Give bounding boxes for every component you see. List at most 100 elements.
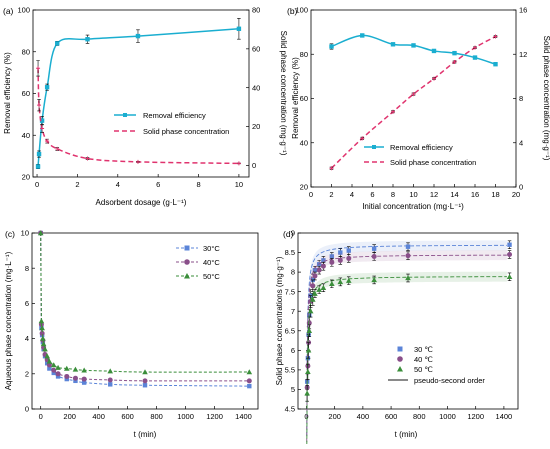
- panel-c-legend-label-2: 50°C: [203, 272, 220, 281]
- panel-b-series-0-point-5: [452, 50, 457, 56]
- panel-c-series-1-point-10: [64, 373, 70, 379]
- panel-d-series-1-point-9: [329, 259, 335, 265]
- panel-b-series-1-point-7: [493, 34, 498, 39]
- panel-a-series-1-point-7: [236, 161, 241, 166]
- panel-d-xtick-label-5: 1000: [439, 412, 456, 421]
- panel-b-xtick-label-9: 18: [491, 190, 499, 199]
- panel-c-series-2-point-14: [142, 369, 148, 375]
- panel-d-ytick-label-4: 6.5: [285, 326, 295, 335]
- panel-a-xtick-label-5: 10: [235, 180, 243, 189]
- panel-d-ytick-label-7: 8: [291, 268, 295, 277]
- panel-b-legend-label-1: Solid phase concentration: [390, 158, 476, 167]
- panel-b-xlabel: Initial concentration (mg·L⁻¹): [362, 202, 464, 211]
- panel-b-series-0-point-0: [329, 44, 334, 49]
- panel-d-series-0-point-6: [312, 267, 318, 273]
- panel-b-xtick-label-4: 8: [391, 190, 395, 199]
- panel-b-series-line-0: [331, 34, 496, 65]
- panel-a-plot: 0 2 4 6 8 10 20 40 60 80 100 0 20 40 60 80: [17, 6, 260, 189]
- panel-a-y2tick-label-3: 60: [252, 44, 260, 53]
- panel-b-legend: Removal efficiency Solid phase concentra…: [364, 143, 476, 167]
- panel-c-series-line-1: [40, 232, 250, 382]
- panel-c-series-2-point-5: [42, 346, 48, 352]
- panel-d-series-1-point-11: [346, 255, 352, 261]
- panel-b-ytick-label-4: 100: [295, 6, 308, 15]
- panel-d-series-2-point-0: [304, 390, 310, 396]
- panel-d-xtick-label-3: 600: [385, 412, 398, 421]
- panel-b-legend-label-0: Removal efficiency: [390, 143, 453, 152]
- panel-c-series-2-point-0: [37, 230, 44, 236]
- panel-c-label: (c): [5, 229, 15, 239]
- panel-b-xtick-label-1: 2: [329, 190, 333, 199]
- panel-c-ytick-label-5: 10: [21, 229, 29, 238]
- panel-d-xtick-label-2: 400: [357, 412, 370, 421]
- panel-c-ylabel: Aqueous phase concentration (mg·L⁻¹): [4, 251, 13, 390]
- panel-b-series-0-point-6: [472, 55, 478, 60]
- panel-d-ytick-label-3: 6: [291, 346, 295, 355]
- panel-c-xtick-label-5: 1000: [177, 412, 194, 421]
- panel-b-series-0-point-4: [431, 48, 437, 54]
- panel-c-legend: 30°C 40°C 50°C: [176, 244, 220, 281]
- panel-c-series-line-0: [40, 232, 250, 387]
- panel-a-y2tick-label-1: 20: [252, 122, 260, 131]
- panel-c-series-0-point-11: [73, 378, 78, 384]
- panel-d-series-2-point-12: [371, 277, 377, 283]
- panel-a-series-1-point-1: [37, 103, 42, 108]
- panel-d-legend: 30 ℃ 40 ℃ 50 ℃ pseudo-second order: [388, 345, 485, 385]
- panel-a-series-line-1: [37, 68, 239, 165]
- panel-c-series-1-point-12: [81, 376, 87, 382]
- panel-a-xlabel: Adsorbent dosage (g·L⁻¹): [96, 198, 187, 207]
- panel-c-series-0-point-8: [51, 370, 56, 376]
- panel-d-series-2-point-8: [320, 284, 327, 290]
- panel-d-legend-label-1: 40 ℃: [414, 355, 433, 364]
- panel-c-series-2-point-8: [50, 362, 57, 368]
- panel-a-ytick-label-2: 60: [22, 89, 30, 98]
- panel-b-series-1-point-5: [452, 59, 457, 64]
- panel-d-xtick-label-4: 800: [413, 412, 426, 421]
- panel-a-legend-label-0: Removal efficiency: [143, 111, 206, 120]
- panel-d-series-1-point-8: [320, 263, 326, 269]
- panel-c-series-2-point-10: [63, 365, 70, 371]
- panel-a-series-0-point-0: [35, 164, 41, 169]
- panel-a-ytick-label-4: 100: [17, 6, 30, 15]
- panel-d-series-0-point-12: [371, 246, 377, 251]
- panel-d-series-2-point-10: [337, 279, 344, 285]
- panel-d-series-0-point-14: [507, 242, 512, 247]
- panel-c-series-0-point-14: [142, 383, 148, 388]
- panel-b-xtick-label-2: 4: [350, 190, 354, 199]
- panel-c-ytick-label-0: 0: [25, 405, 29, 414]
- panel-c: (c) t (min) Aqueous phase concentration …: [4, 229, 259, 439]
- panel-c-series-1-point-13: [107, 377, 113, 383]
- panel-c-series-0-point-15: [247, 383, 252, 389]
- panel-d-series-1-point-10: [337, 257, 343, 263]
- panel-b-series-1-point-2: [391, 109, 395, 114]
- panel-b-ytick-label-0: 20: [300, 183, 308, 192]
- panel-c-xtick-label-2: 400: [92, 412, 105, 421]
- panel-d-series-2-point-2: [305, 347, 312, 353]
- panel-a-series-0-point-6: [135, 33, 141, 39]
- panel-c-legend-marker-2: [184, 273, 190, 279]
- panel-d-series-2-point-4: [307, 308, 314, 314]
- panel-d-series-1-point-5: [310, 283, 316, 289]
- panel-a-series-0-point-7: [236, 26, 242, 31]
- panel-d-ylabel: Solid phase concentrations (mg·g⁻¹): [275, 256, 284, 385]
- panel-d-legend-marker-0: [397, 346, 403, 352]
- panel-d-legend-label-2: 50 ℃: [414, 365, 433, 374]
- panel-a-y2tick-label-2: 40: [252, 83, 260, 92]
- panel-d-series-2-point-14: [506, 274, 513, 280]
- panel-a-legend-label-1: Solid phase concentration: [143, 127, 229, 136]
- panel-a-series-1-point-4: [55, 146, 60, 151]
- panel-d-series-fit-0: [306, 244, 507, 436]
- panel-a-legend-marker-0: [123, 113, 127, 117]
- panel-a-series-1-point-5: [85, 156, 90, 161]
- panel-a-ytick-label-3: 80: [22, 47, 30, 56]
- panel-d-xtick-label-1: 200: [328, 412, 341, 421]
- panel-d-series-1-point-13: [405, 253, 411, 259]
- panel-b: (b) Initial concentration (mg·L⁻¹) Remov…: [287, 6, 550, 211]
- panel-c-ytick-label-3: 6: [25, 299, 29, 308]
- panel-d-ytick-label-8: 8.5: [285, 248, 295, 257]
- panel-a-series-1-point-3: [45, 139, 50, 144]
- panel-c-series-2-point-4: [40, 341, 47, 347]
- panel-d-ytick-label-0: 4.5: [285, 405, 295, 414]
- panel-a-series-0-point-3: [44, 85, 50, 90]
